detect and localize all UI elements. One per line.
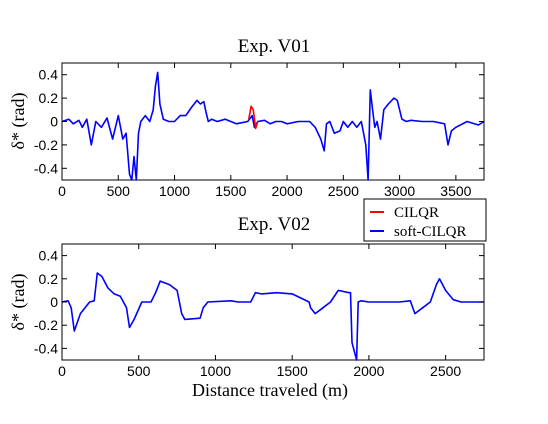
panel-v01-xtick-label-6: 3000	[384, 183, 415, 199]
panel-v02-ytick-label-4: -0.4	[34, 340, 58, 356]
panel-v02-ytick-label-1: 0.2	[39, 271, 59, 287]
x-axis-label: Distance traveled (m)	[192, 380, 348, 401]
panel-v02-frame	[61, 243, 485, 361]
panel-v02-xtick-label-3: 1500	[277, 363, 308, 379]
panel-v02-xtick-label-5: 2500	[430, 363, 461, 379]
panel-v01-xtick-label-4: 2000	[271, 183, 302, 199]
panel-v02-ytick-label-3: -0.2	[34, 317, 58, 333]
panel-v01-frame	[61, 62, 485, 181]
panel-v01-xtick-label-2: 1000	[159, 183, 190, 199]
panel-v02-xtick-label-0: 0	[58, 363, 66, 379]
legend: CILQR soft-CILQR	[363, 198, 487, 242]
panel-v02-xtick-label-4: 2000	[353, 363, 384, 379]
panel-v01-ytick-label-1: 0.2	[39, 90, 59, 106]
panel-v02-xtick-label-2: 1000	[200, 363, 231, 379]
panel-v02-series-soft-cilqr	[61, 272, 484, 361]
panel-v01-ytick-label-4: -0.4	[34, 160, 58, 176]
panel-v01-xtick-label-5: 2500	[328, 183, 359, 199]
panel-v02-ytick-label-0: 0.4	[39, 248, 59, 264]
panel-v01-series-cilqr	[248, 105, 259, 130]
panel-v01-xtick-label-0: 0	[58, 183, 66, 199]
panel-v02: Exp. V02 0 500 1000 1500 2000 2500 0.4 0.2 0 -0.2…	[8, 214, 485, 401]
legend-label-soft-cilqr: soft-CILQR	[394, 224, 467, 240]
panel-v01-ytick-label-2: 0	[50, 114, 58, 130]
panel-v02-xtick-label-1: 500	[127, 363, 151, 379]
panel-v01-xtick-label-3: 1500	[215, 183, 246, 199]
panel-v01-series	[61, 71, 485, 181]
panel-v01-xtick-label-7: 3500	[440, 183, 471, 199]
panel-v02-title: Exp. V02	[238, 214, 310, 235]
panel-v02-ylabel: δ* (rad)	[8, 274, 29, 331]
panel-v01: Exp. V01 0 500 1000 1500 2000 2500 3000 3500 0.4…	[8, 36, 485, 199]
panel-v01-ytick-label-0: 0.4	[39, 67, 59, 83]
panel-v01-ticks: 0 500 1000 1500 2000 2500 3000 3500 0.4 0.2 0 -0.2 -…	[34, 63, 484, 199]
panel-v01-ylabel: δ* (rad)	[8, 93, 29, 150]
panel-v01-xtick-label-1: 500	[107, 183, 131, 199]
legend-box	[363, 198, 487, 242]
panel-v01-ytick-label-3: -0.2	[34, 137, 58, 153]
panel-v02-series	[61, 272, 484, 361]
panel-v02-ticks: 0 500 1000 1500 2000 2500 0.4 0.2 0 -0.2 -0.4	[34, 244, 484, 379]
panel-v01-title: Exp. V01	[238, 36, 310, 57]
legend-label-cilqr: CILQR	[394, 205, 439, 221]
panel-v02-ytick-label-2: 0	[50, 294, 58, 310]
